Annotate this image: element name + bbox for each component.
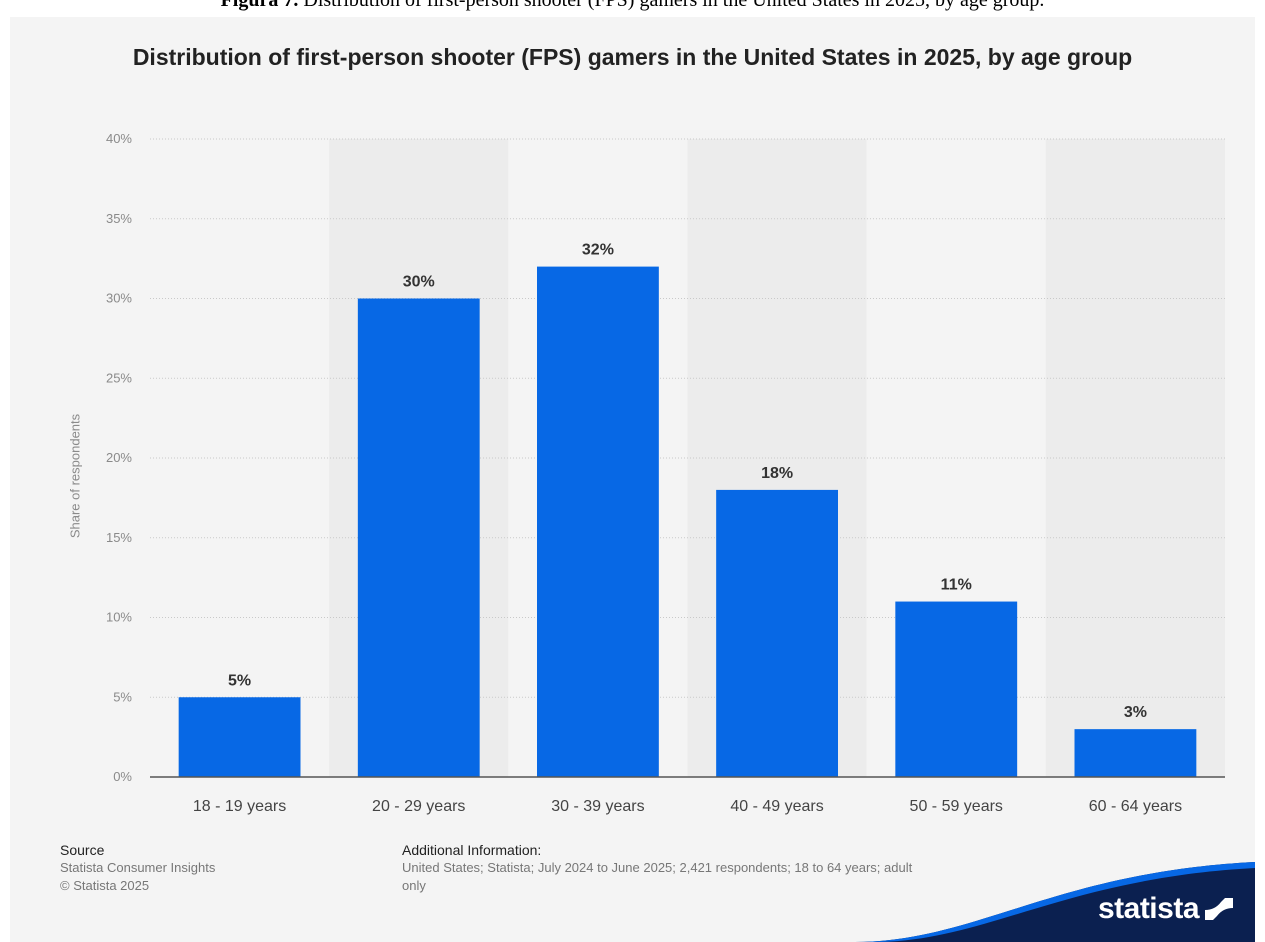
x-tick-label: 60 - 64 years — [1089, 798, 1182, 815]
bar-value-label: 32% — [582, 242, 614, 259]
y-axis-title: Share of respondents — [67, 413, 83, 539]
bar — [716, 489, 838, 777]
source-line: Statista Consumer Insights — [60, 860, 216, 875]
bar — [178, 697, 301, 777]
source-block: Source Statista Consumer Insights © Stat… — [60, 841, 215, 895]
x-tick-label: 30 - 39 years — [551, 798, 644, 815]
column-band — [150, 139, 330, 777]
x-tick-label: 40 - 49 years — [730, 798, 823, 815]
copyright-line: © Statista 2025 — [60, 878, 150, 893]
y-tick-label: 25% — [106, 370, 132, 385]
statista-mark-icon — [1205, 898, 1233, 920]
y-tick-label: 35% — [106, 211, 132, 226]
statista-logo[interactable]: statista — [1098, 892, 1233, 926]
figure-caption-text: Distribution of first-person shooter (FP… — [303, 0, 1045, 11]
brand-wave-accent — [855, 862, 1255, 942]
y-tick-label: 30% — [106, 291, 132, 306]
bar-chart: 0% 5% 10% 15% 20% 25% 30% 35% 40% 5% 18 - 19 years… — [106, 131, 1225, 815]
bar-value-label: 5% — [228, 672, 251, 689]
bar — [1074, 729, 1197, 777]
y-tick-label: 15% — [106, 530, 132, 545]
y-tick-label: 40% — [106, 131, 132, 146]
bar-value-label: 30% — [403, 274, 435, 291]
x-tick-label: 20 - 29 years — [372, 798, 465, 815]
chart-title: Distribution of first-person shooter (FP… — [132, 44, 1133, 70]
bar-value-label: 11% — [941, 577, 972, 594]
source-heading: Source — [60, 842, 105, 858]
brand-wave — [855, 862, 1255, 942]
bar-value-label: 3% — [1124, 704, 1147, 721]
additional-info-heading: Additional Information: — [402, 842, 542, 858]
x-tick-label: 50 - 59 years — [910, 798, 1003, 815]
y-tick-label: 5% — [113, 689, 132, 704]
x-tick-label: 18 - 19 years — [193, 798, 286, 815]
y-tick-label: 10% — [106, 610, 132, 625]
bar — [537, 266, 659, 777]
bar-value-label: 18% — [761, 465, 793, 482]
y-tick-label: 0% — [113, 769, 132, 784]
figure-caption-label: Figura 7. — [220, 0, 299, 11]
column-band — [1045, 139, 1225, 777]
chart-panel: Distribution of first-person shooter (FP… — [10, 17, 1255, 942]
bar — [895, 601, 1018, 777]
additional-info-text: United States; Statista; July 2024 to Ju… — [402, 860, 913, 893]
bar — [357, 298, 480, 777]
additional-info-block: Additional Information: United States; S… — [402, 841, 922, 895]
figure-caption: Figura 7. Distribution of first-person s… — [0, 0, 1265, 15]
y-tick-label: 20% — [106, 450, 132, 465]
statista-logo-text: statista — [1097, 892, 1200, 925]
